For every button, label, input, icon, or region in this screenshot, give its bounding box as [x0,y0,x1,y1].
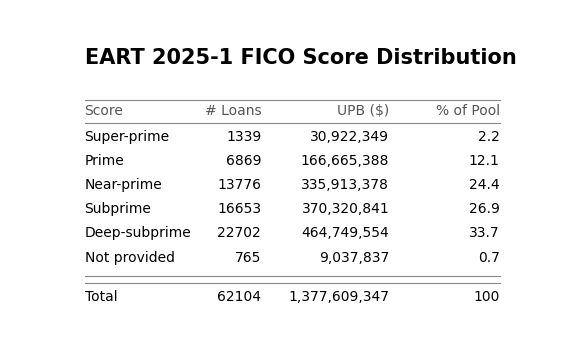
Text: 464,749,554: 464,749,554 [302,226,389,241]
Text: UPB ($): UPB ($) [337,104,389,118]
Text: Super-prime: Super-prime [84,130,170,144]
Text: 26.9: 26.9 [469,202,500,216]
Text: 166,665,388: 166,665,388 [301,154,389,168]
Text: Total: Total [84,290,117,304]
Text: 1,377,609,347: 1,377,609,347 [288,290,389,304]
Text: 12.1: 12.1 [469,154,500,168]
Text: % of Pool: % of Pool [435,104,500,118]
Text: 1339: 1339 [226,130,261,144]
Text: 9,037,837: 9,037,837 [319,251,389,265]
Text: 765: 765 [235,251,261,265]
Text: Score: Score [84,104,123,118]
Text: 370,320,841: 370,320,841 [302,202,389,216]
Text: 100: 100 [473,290,500,304]
Text: 22702: 22702 [217,226,261,241]
Text: 6869: 6869 [226,154,261,168]
Text: Prime: Prime [84,154,124,168]
Text: Deep-subprime: Deep-subprime [84,226,192,241]
Text: 62104: 62104 [217,290,261,304]
Text: EART 2025-1 FICO Score Distribution: EART 2025-1 FICO Score Distribution [84,48,516,68]
Text: 30,922,349: 30,922,349 [310,130,389,144]
Text: 0.7: 0.7 [478,251,500,265]
Text: 24.4: 24.4 [469,178,500,192]
Text: Subprime: Subprime [84,202,152,216]
Text: 2.2: 2.2 [478,130,500,144]
Text: Near-prime: Near-prime [84,178,162,192]
Text: # Loans: # Loans [205,104,261,118]
Text: 33.7: 33.7 [469,226,500,241]
Text: 335,913,378: 335,913,378 [302,178,389,192]
Text: 13776: 13776 [217,178,261,192]
Text: 16653: 16653 [217,202,261,216]
Text: Not provided: Not provided [84,251,174,265]
